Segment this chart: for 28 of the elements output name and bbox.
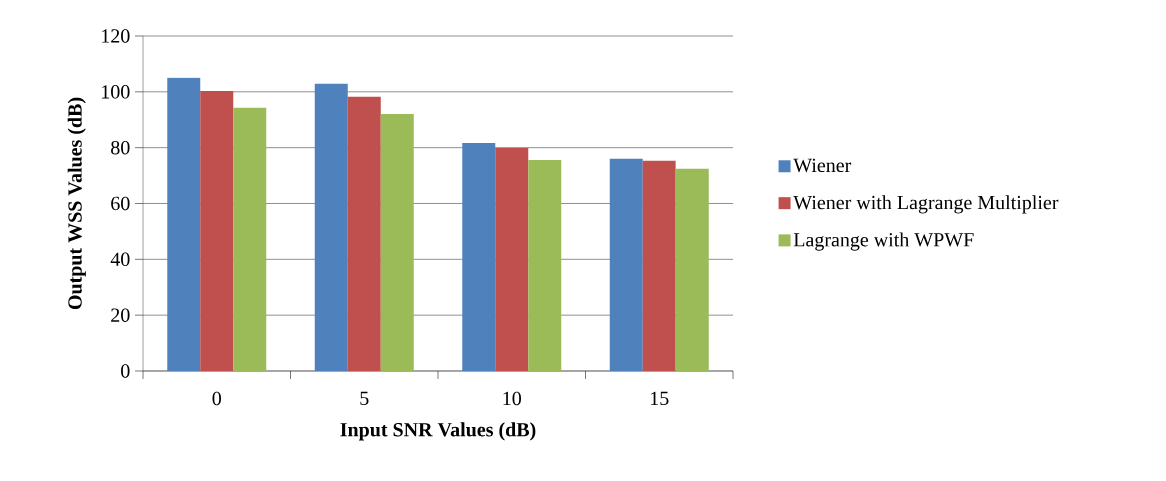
y-tick-label: 120: [102, 29, 130, 43]
bar: [609, 158, 643, 371]
legend-label: Wiener: [793, 158, 852, 173]
x-tick-label: 5: [360, 391, 369, 405]
bar: [528, 159, 562, 371]
bar: [233, 107, 267, 371]
bar: [642, 160, 676, 371]
bar: [380, 113, 414, 371]
y-axis-title: Output WSS Values (dB): [67, 97, 86, 310]
y-tick-label: 100: [102, 85, 130, 99]
x-tick-label: 10: [503, 391, 521, 406]
bar: [314, 83, 348, 371]
bar: [495, 147, 529, 371]
y-tick-label: 20: [111, 308, 130, 322]
y-tick-label: 80: [111, 140, 130, 155]
bar: [675, 168, 709, 371]
bar: [200, 90, 234, 371]
legend-label: Wiener with Lagrange Multiplier: [793, 195, 1059, 214]
x-axis-title: Input SNR Values (dB): [340, 422, 536, 441]
bar: [462, 142, 496, 371]
y-tick-label: 40: [110, 252, 130, 267]
y-tick-label: 60: [111, 196, 130, 211]
bar: [347, 96, 381, 371]
x-tick-label: 15: [651, 391, 669, 406]
x-tick-label: 0: [212, 391, 222, 406]
bar: [167, 77, 201, 371]
legend-label: Lagrange with WPWF: [793, 232, 974, 251]
y-tick-label: 0: [121, 364, 130, 378]
